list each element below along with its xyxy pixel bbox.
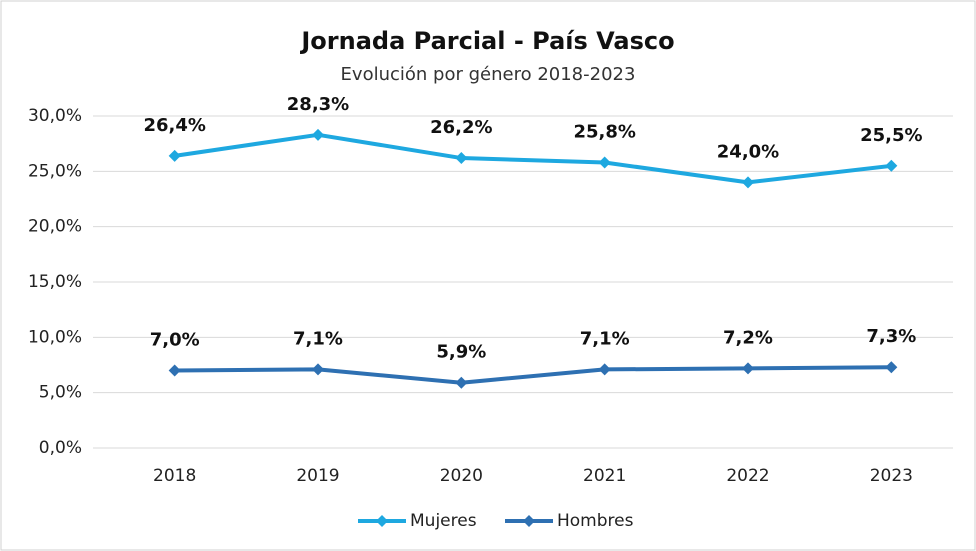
series-line xyxy=(174,132,892,185)
data-label: 26,4% xyxy=(143,115,205,136)
data-label: 25,8% xyxy=(573,121,635,142)
data-label: 5,9% xyxy=(436,342,486,363)
point-marker xyxy=(885,361,898,374)
x-tick-label: 2019 xyxy=(296,466,339,486)
data-label: 7,1% xyxy=(580,328,630,349)
legend-label: Mujeres xyxy=(410,511,477,531)
y-tick-label: 15,0% xyxy=(28,272,82,292)
x-tick-label: 2020 xyxy=(440,466,483,486)
data-label: 25,5% xyxy=(860,125,922,146)
y-tick-label: 30,0% xyxy=(28,106,82,126)
legend-marker xyxy=(523,515,535,527)
data-label: 7,0% xyxy=(150,330,200,351)
data-label: 28,3% xyxy=(287,94,349,115)
y-tick-label: 0,0% xyxy=(39,438,82,458)
point-marker xyxy=(598,156,611,169)
data-label: 26,2% xyxy=(430,117,492,138)
point-marker xyxy=(598,363,611,376)
x-tick-label: 2021 xyxy=(583,466,626,486)
data-label: 7,1% xyxy=(293,328,343,349)
point-marker xyxy=(455,152,468,165)
y-tick-label: 25,0% xyxy=(28,161,82,181)
data-label: 7,3% xyxy=(866,326,916,347)
series-line xyxy=(174,365,892,385)
y-tick-label: 20,0% xyxy=(28,217,82,237)
point-marker xyxy=(455,376,468,389)
data-label: 7,2% xyxy=(723,327,773,348)
point-marker xyxy=(312,363,324,376)
y-tick-label: 10,0% xyxy=(28,327,82,347)
x-tick-label: 2022 xyxy=(726,466,769,486)
legend-marker xyxy=(376,515,388,527)
point-marker xyxy=(312,128,324,141)
data-label: 24,0% xyxy=(717,141,779,162)
y-tick-label: 5,0% xyxy=(39,383,82,403)
point-marker xyxy=(168,364,181,377)
point-marker xyxy=(168,149,181,162)
point-marker xyxy=(742,362,754,375)
legend-label: Hombres xyxy=(557,511,634,531)
chart-subtitle: Evolución por género 2018-2023 xyxy=(341,64,636,85)
chart-title: Jornada Parcial - País Vasco xyxy=(299,27,674,55)
point-marker xyxy=(885,159,898,172)
x-tick-label: 2018 xyxy=(153,466,196,486)
x-tick-label: 2023 xyxy=(870,466,913,486)
point-marker xyxy=(742,176,754,189)
